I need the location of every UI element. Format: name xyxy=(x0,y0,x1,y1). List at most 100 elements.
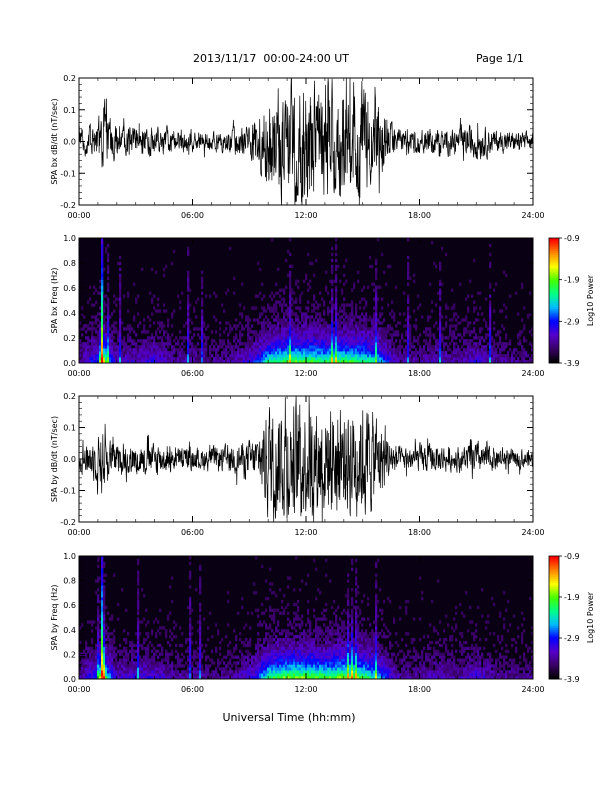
spectrogram-cell xyxy=(449,360,452,364)
spectrogram-cell xyxy=(205,351,208,355)
spectrogram-cell xyxy=(185,661,188,665)
spectrogram-cell xyxy=(409,348,412,352)
spectrogram-cell xyxy=(313,309,316,313)
spectrogram-cell xyxy=(363,285,366,289)
colorbar-segment xyxy=(549,285,559,289)
spectrogram-cell xyxy=(265,649,268,653)
spectrogram-cell xyxy=(147,345,150,349)
spectrogram-cell xyxy=(213,357,216,361)
spectrogram-cell xyxy=(225,291,228,295)
spectrogram-cell xyxy=(377,351,380,355)
spectrogram-cell xyxy=(165,658,168,662)
spectrogram-cell xyxy=(107,303,110,307)
spectrogram-cell xyxy=(157,360,160,364)
spectrogram-cell xyxy=(441,333,444,337)
spectrogram-cell xyxy=(365,327,368,331)
spectrogram-cell xyxy=(93,664,96,668)
spectrogram-cell xyxy=(289,252,292,257)
colorbar-segment xyxy=(549,250,559,253)
spectrogram-cell xyxy=(273,655,276,659)
spectrogram-cell xyxy=(369,360,372,364)
spectrogram-cell xyxy=(279,646,282,651)
colorbar-segment xyxy=(549,288,559,291)
spectrogram-cell xyxy=(273,303,276,307)
spectrogram-cell xyxy=(355,360,358,364)
spectrogram-cell xyxy=(99,354,102,358)
spectrogram-cell xyxy=(251,306,254,310)
spectrogram-cell xyxy=(87,351,90,355)
spectrogram-panel-3 xyxy=(79,556,534,680)
spectrogram-cell xyxy=(465,339,468,343)
spectrogram-cell xyxy=(191,632,194,636)
spectrogram-cell xyxy=(405,345,408,349)
spectrogram-cell xyxy=(189,620,192,624)
spectrogram-cell xyxy=(127,291,130,295)
spectrogram-cell xyxy=(247,336,250,340)
spectrogram-cell xyxy=(81,342,84,346)
spectrogram-cell xyxy=(139,348,142,352)
spectrogram-cell xyxy=(145,638,148,642)
spectrogram-cell xyxy=(351,330,354,334)
spectrogram-cell xyxy=(227,591,230,595)
spectrogram-cell xyxy=(331,348,334,352)
spectrogram-cell xyxy=(391,342,394,346)
spectrogram-cell xyxy=(343,273,346,277)
spectrogram-cell xyxy=(321,360,324,364)
spectrogram-cell xyxy=(99,576,102,580)
spectrogram-cell xyxy=(117,661,120,665)
spectrogram-cell xyxy=(443,336,446,340)
spectrogram-cell xyxy=(371,354,374,358)
spectrogram-cell xyxy=(217,345,220,349)
spectrogram-cell xyxy=(111,652,114,656)
spectrogram-cell xyxy=(385,345,388,349)
spectrogram-cell xyxy=(231,655,234,659)
spectrogram-cell xyxy=(107,318,110,322)
spectrogram-cell xyxy=(203,342,206,346)
x-tick-label: 18:00 xyxy=(408,369,431,378)
spectrogram-cell xyxy=(281,632,284,636)
colorbar-segment xyxy=(549,325,559,328)
spectrogram-cell xyxy=(215,360,218,364)
spectrogram-cell xyxy=(113,664,116,668)
spectrogram-cell xyxy=(381,336,384,340)
spectrogram-cell xyxy=(133,315,136,319)
spectrogram-cell xyxy=(103,336,106,340)
spectrogram-cell xyxy=(385,327,388,331)
spectrogram-cell xyxy=(101,294,104,298)
spectrogram-cell xyxy=(99,321,102,325)
spectrogram-cell xyxy=(315,339,318,343)
spectrogram-cell xyxy=(187,360,190,364)
spectrogram-cell xyxy=(155,661,158,665)
spectrogram-cell xyxy=(97,605,100,610)
spectrogram-cell xyxy=(193,360,196,364)
spectrogram-cell xyxy=(101,670,104,674)
spectrogram-cell xyxy=(459,360,462,364)
spectrogram-cell xyxy=(455,327,458,331)
spectrogram-cell xyxy=(267,354,270,358)
spectrogram-cell xyxy=(235,324,238,328)
spectrogram-cell xyxy=(259,312,262,316)
spectrogram-cell xyxy=(151,667,154,671)
y-axis-title: SPA bx dB/dt (nT/sec) xyxy=(50,98,59,184)
spectrogram-cell xyxy=(187,318,190,322)
spectrogram-cell xyxy=(513,351,516,355)
spectrogram-cell xyxy=(277,351,280,355)
spectrogram-cell xyxy=(335,291,338,295)
spectrogram-cell xyxy=(531,348,534,352)
spectrogram-cell xyxy=(135,667,138,671)
spectrogram-cell xyxy=(89,360,92,364)
spectrogram-cell xyxy=(335,330,338,334)
spectrogram-cell xyxy=(375,285,378,289)
spectrogram-cell xyxy=(225,655,228,659)
spectrogram-cell xyxy=(389,348,392,352)
spectrogram-cell xyxy=(353,336,356,340)
spectrogram-cell xyxy=(247,611,250,615)
spectrogram-cell xyxy=(121,661,124,665)
spectrogram-cell xyxy=(209,673,212,677)
spectrogram-cell xyxy=(349,357,352,361)
spectrogram-cell xyxy=(195,649,198,653)
spectrogram-cell xyxy=(379,312,382,316)
spectrogram-cell xyxy=(97,324,100,328)
spectrogram-cell xyxy=(295,351,298,355)
spectrogram-cell xyxy=(195,640,198,645)
